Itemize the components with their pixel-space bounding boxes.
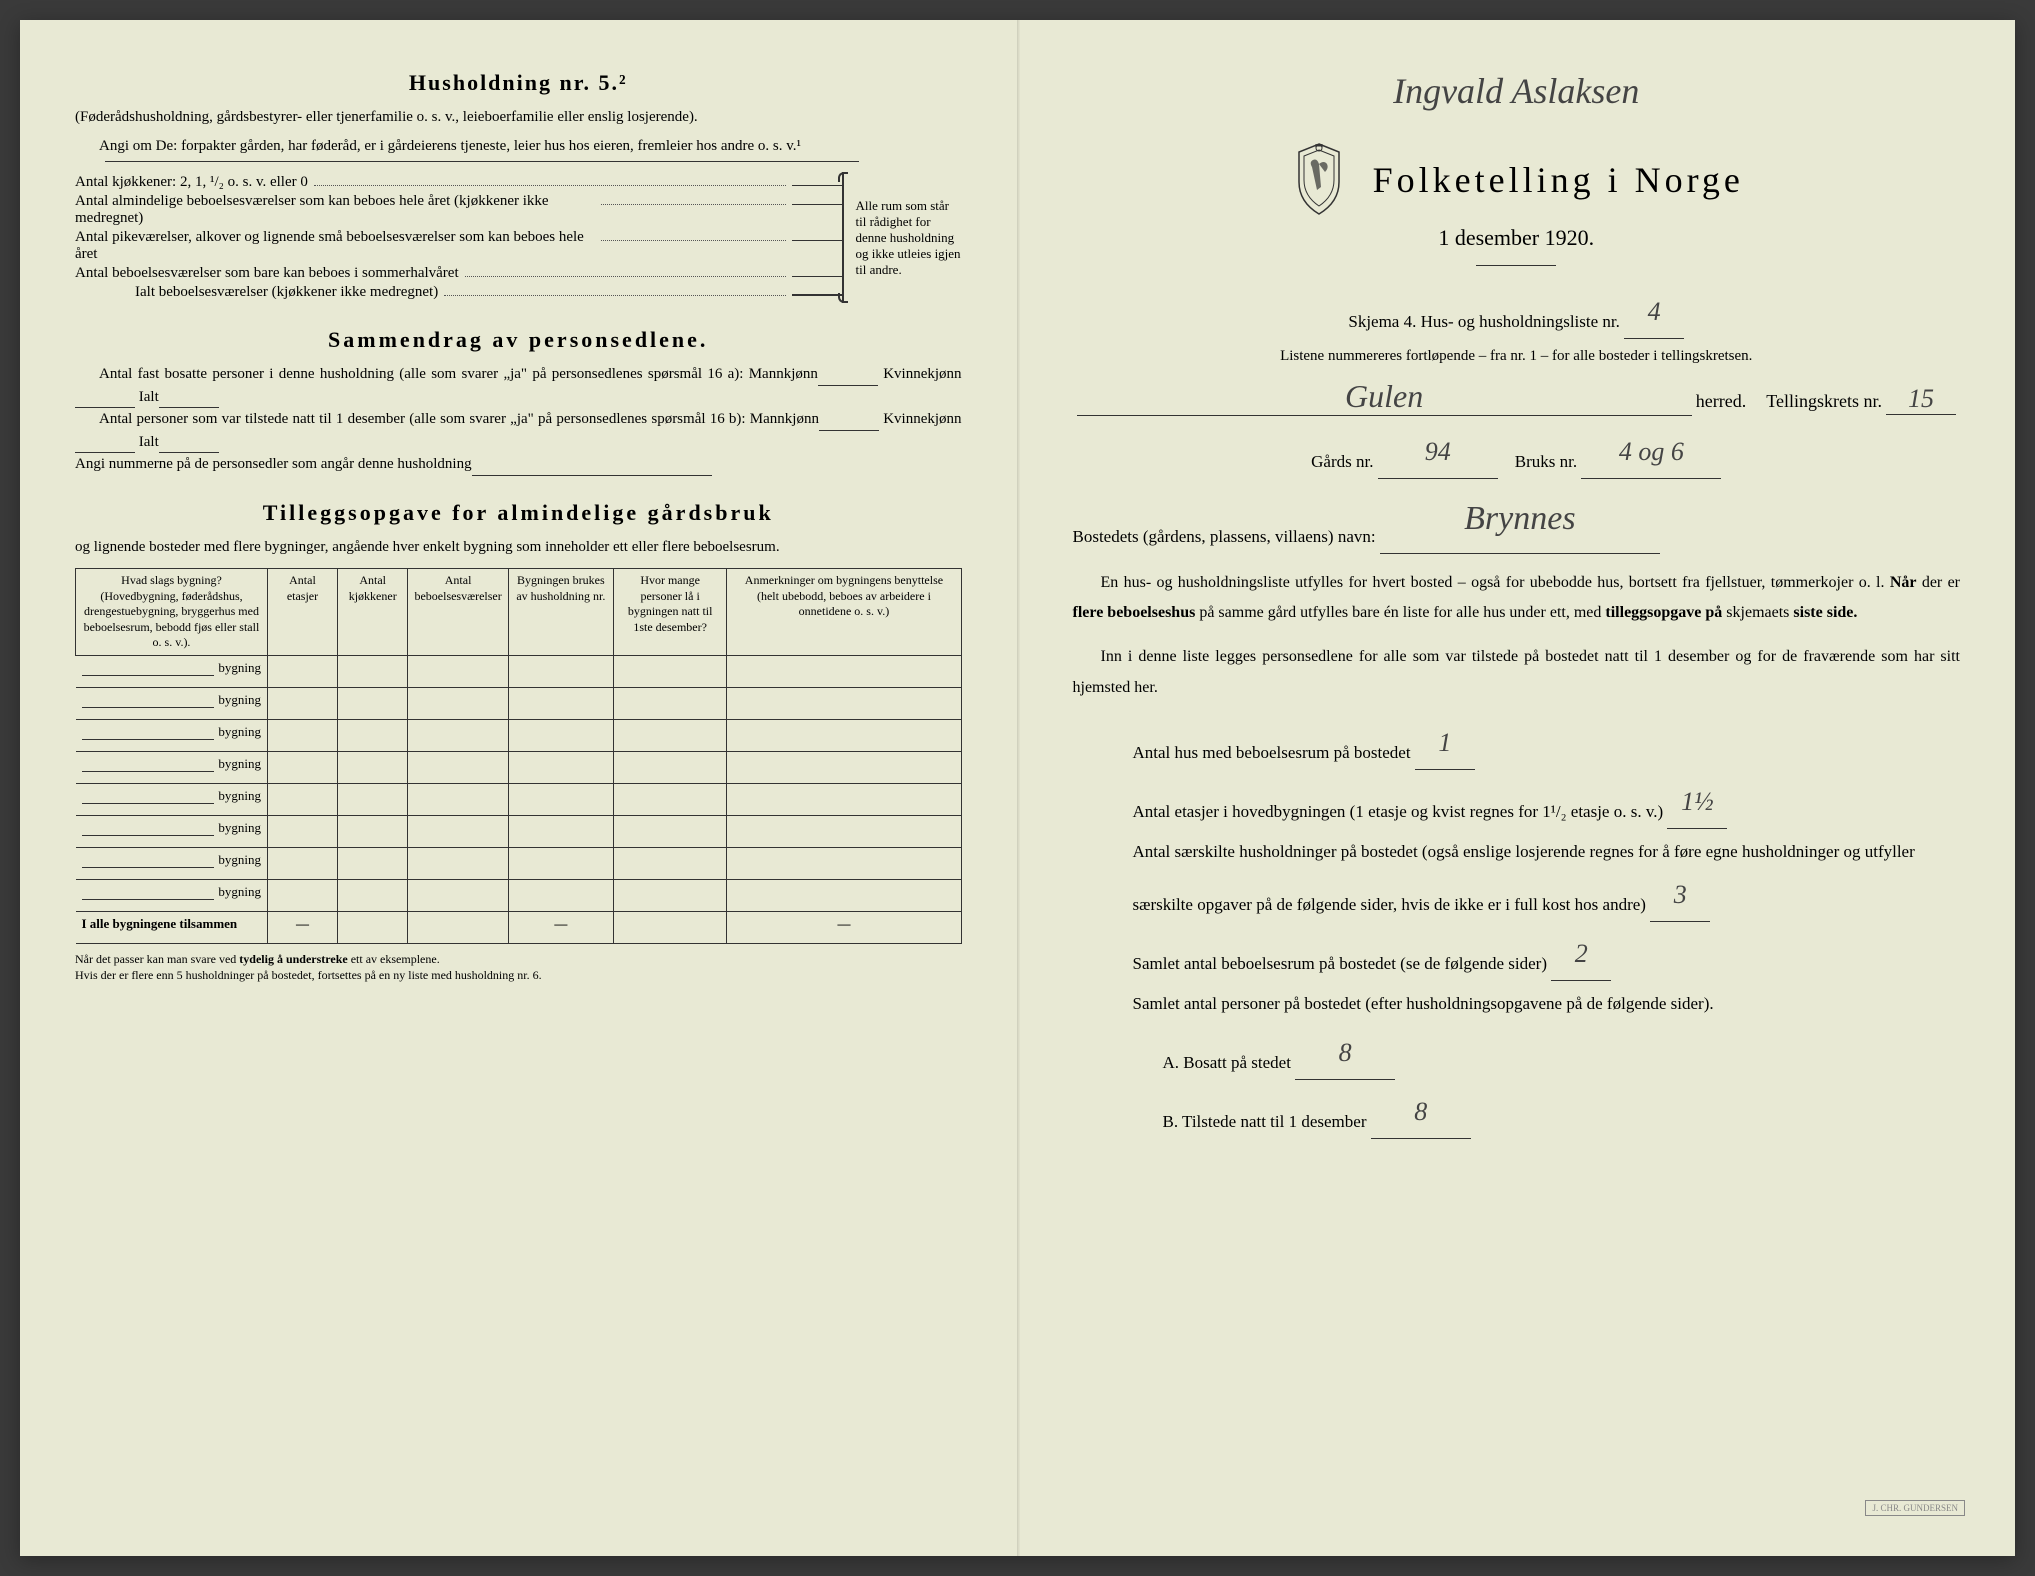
household-heading: Husholdning nr. 5.² <box>75 70 962 96</box>
intro-1: (Føderådshusholdning, gårdsbestyrer- ell… <box>75 106 962 129</box>
q2-val: 1½ <box>1667 776 1727 829</box>
main-title: Folketelling i Norge <box>1373 159 1744 201</box>
rooms-brace-section: Antal kjøkkener: 2, 1, ¹/₂ o. s. v. elle… <box>75 172 962 303</box>
q5a: A. Bosatt på stedet 8 <box>1073 1027 1961 1080</box>
table-row: bygning <box>76 815 962 847</box>
building-table: Hvad slags bygning? (Hovedbygning, føder… <box>75 568 962 944</box>
room-total-line: Ialt beboelsesværelser (kjøkkener ikke m… <box>75 284 842 301</box>
tillegg-intro: og lignende bosteder med flere bygninger… <box>75 536 962 559</box>
q4: Samlet antal beboelsesrum på bostedet (s… <box>1073 928 1961 981</box>
bruks-val: 4 og 6 <box>1581 426 1721 479</box>
room-line-2: Antal pikeværelser, alkover og lignende … <box>75 229 842 263</box>
room-line-1: Antal almindelige beboelsesværelser som … <box>75 193 842 227</box>
para-1: En hus- og husholdningsliste utfylles fo… <box>1073 568 1961 629</box>
subtitle: 1 desember 1920. <box>1073 225 1961 251</box>
coat-of-arms-icon <box>1289 142 1349 217</box>
table-row: bygning <box>76 719 962 751</box>
th-1: Hvad slags bygning? (Hovedbygning, føder… <box>76 569 268 656</box>
sum-row: I alle bygningene tilsammen ——— <box>76 911 962 943</box>
q3-val: 3 <box>1650 869 1710 922</box>
sammendrag-2: Antal personer som var tilstede natt til… <box>75 408 962 453</box>
gards-val: 94 <box>1378 426 1498 479</box>
census-document: Husholdning nr. 5.² (Føderådshusholdning… <box>20 20 2015 1556</box>
q3: Antal særskilte husholdninger på bostede… <box>1073 835 1961 922</box>
q1: Antal hus med beboelsesrum på bostedet 1 <box>1073 717 1961 770</box>
th-5: Bygningen brukes av husholdning nr. <box>508 569 613 656</box>
skjema-line: Skjema 4. Hus- og husholdningsliste nr. … <box>1073 286 1961 339</box>
q5b: B. Tilstede natt til 1 desember 8 <box>1073 1086 1961 1139</box>
q5b-val: 8 <box>1371 1086 1471 1139</box>
tillegg-heading: Tilleggsopgave for almindelige gårdsbruk <box>75 500 962 526</box>
th-7: Anmerkninger om bygningens benyttelse (h… <box>727 569 961 656</box>
th-6: Hvor mange personer lå i bygningen natt … <box>613 569 726 656</box>
th-3: Antal kjøkkener <box>337 569 408 656</box>
table-row: bygning <box>76 687 962 719</box>
signature: Ingvald Aslaksen <box>1073 70 1961 112</box>
printer-stamp: J. CHR. GUNDERSEN <box>1865 1500 1965 1516</box>
th-4: Antal beboelsesværelser <box>408 569 508 656</box>
herred-val: Gulen <box>1077 378 1692 416</box>
skjema-nr: 4 <box>1624 286 1684 339</box>
th-2: Antal etasjer <box>267 569 337 656</box>
intro-2: Angi om De: forpakter gården, har føderå… <box>75 135 962 158</box>
left-page: Husholdning nr. 5.² (Føderådshusholdning… <box>20 20 1018 1556</box>
gards-line: Gårds nr. 94 Bruks nr. 4 og 6 <box>1073 426 1961 479</box>
q4-val: 2 <box>1551 928 1611 981</box>
bosted-val: Brynnes <box>1380 485 1660 554</box>
q5a-val: 8 <box>1295 1027 1395 1080</box>
right-page: Ingvald Aslaksen Folketelling i Norge 1 … <box>1018 20 2016 1556</box>
herred-line: Gulen herred. Tellingskrets nr. 15 <box>1073 378 1961 416</box>
room-line-3: Antal beboelsesværelser som bare kan beb… <box>75 265 842 282</box>
table-row: bygning <box>76 751 962 783</box>
footnote: Når det passer kan man svare ved tydelig… <box>75 952 962 983</box>
table-row: bygning <box>76 655 962 687</box>
table-row: bygning <box>76 847 962 879</box>
kitchens-line: Antal kjøkkener: 2, 1, ¹/₂ o. s. v. elle… <box>75 174 842 191</box>
tellingskrets-val: 15 <box>1886 384 1956 415</box>
brace-text: Alle rum som står til rådighet for denne… <box>842 172 962 303</box>
q1-val: 1 <box>1415 717 1475 770</box>
table-row: bygning <box>76 783 962 815</box>
q2: Antal etasjer i hovedbygningen (1 etasje… <box>1073 776 1961 829</box>
q5: Samlet antal personer på bostedet (efter… <box>1073 987 1961 1021</box>
sammendrag-1: Antal fast bosatte personer i denne hush… <box>75 363 962 408</box>
title-block: Folketelling i Norge 1 desember 1920. <box>1073 142 1961 266</box>
bosted-line: Bostedets (gårdens, plassens, villaens) … <box>1073 485 1961 554</box>
table-row: bygning <box>76 879 962 911</box>
sammendrag-heading: Sammendrag av personsedlene. <box>75 327 962 353</box>
para-2: Inn i denne liste legges personsedlene f… <box>1073 642 1961 703</box>
sammendrag-3: Angi nummerne på de personsedler som ang… <box>75 453 962 476</box>
listene-note: Listene nummereres fortløpende – fra nr.… <box>1073 345 1961 368</box>
